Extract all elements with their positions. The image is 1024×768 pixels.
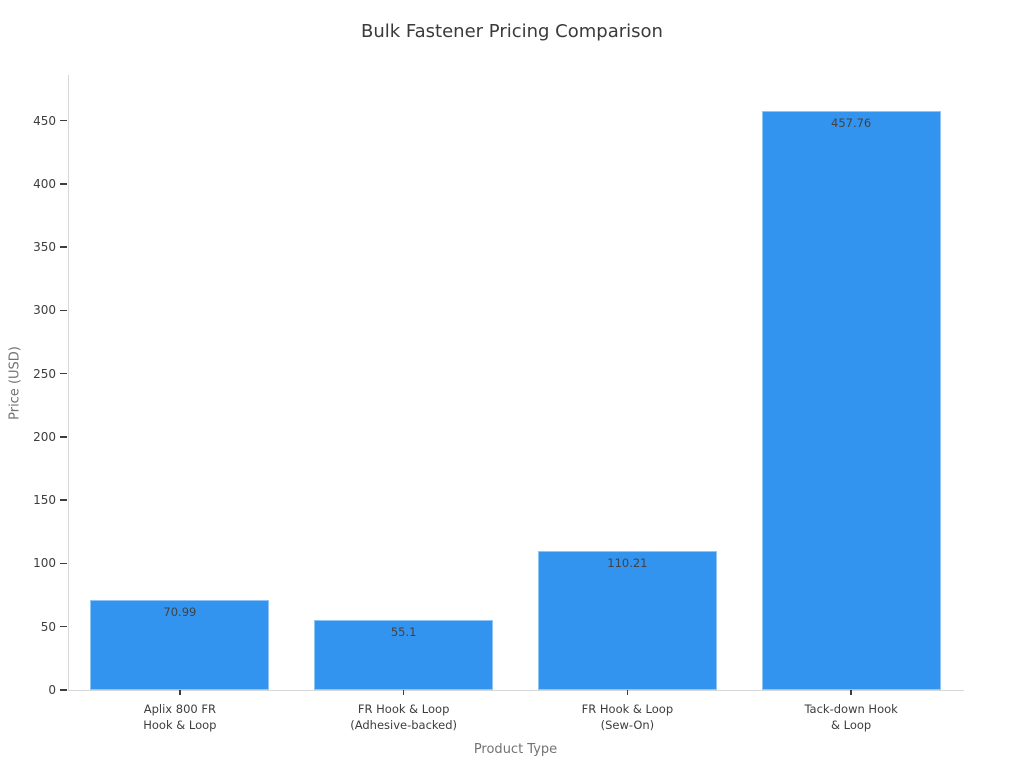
y-tick-mark (60, 183, 67, 185)
x-tick-label-line: Aplix 800 FR (143, 702, 216, 716)
y-tick-label: 300 (33, 303, 56, 318)
y-axis-line (68, 75, 69, 690)
y-tick-label: 400 (33, 176, 56, 191)
y-tick-mark (60, 372, 67, 375)
y-tick-mark (60, 436, 67, 438)
bar-value-label: 70.99 (163, 605, 197, 620)
x-tick-label-line: (Sew-On) (600, 718, 655, 732)
x-tick-label: Aplix 800 FR Hook & Loop (68, 701, 292, 733)
y-tick-mark (60, 119, 67, 122)
x-tick-label-line: & Loop (831, 718, 872, 732)
y-tick-label: 0 (48, 683, 56, 697)
y-tick-mark (60, 309, 67, 312)
y-tick-label: 50 (40, 619, 56, 634)
y-tick-mark (60, 499, 67, 501)
bar-value-label: 110.21 (607, 555, 648, 570)
x-tick-mark (626, 690, 629, 695)
y-tick-mark (60, 246, 67, 248)
x-tick-label: FR Hook & Loop (Sew-On) (516, 701, 740, 733)
y-tick-mark (60, 689, 67, 691)
y-tick-label: 450 (33, 113, 56, 128)
x-tick-label-line: Tack-down Hook (804, 702, 898, 716)
x-tick-label: Tack-down Hook & Loop (739, 701, 963, 733)
bar: 457.76 (761, 110, 941, 690)
chart-title: Bulk Fastener Pricing Comparison (361, 21, 663, 42)
y-axis-title: Price (USD) (7, 346, 23, 420)
y-tick-label: 200 (33, 429, 56, 444)
x-axis-title: Product Type (473, 742, 558, 757)
y-tick-label: 250 (33, 366, 56, 381)
x-tick-mark (850, 690, 852, 695)
x-tick-mark (179, 690, 181, 695)
y-tick-label: 350 (33, 240, 56, 255)
x-tick-mark (402, 690, 405, 695)
y-tick-label: 150 (33, 493, 56, 508)
y-tick-mark (60, 562, 67, 565)
x-tick-label-line: FR Hook & Loop (581, 702, 674, 716)
bar: 70.99 (90, 600, 270, 690)
y-tick-mark (60, 625, 67, 628)
bar: 55.1 (314, 620, 494, 690)
x-axis-line (68, 690, 964, 691)
bar-value-label: 55.1 (390, 625, 417, 640)
x-tick-label-line: Hook & Loop (143, 718, 217, 732)
bar-value-label: 457.76 (831, 115, 872, 130)
x-tick-label: FR Hook & Loop (Adhesive-backed) (292, 701, 516, 733)
x-tick-label-line: (Adhesive-backed) (350, 718, 458, 732)
bar: 110.21 (537, 550, 717, 690)
y-tick-label: 100 (33, 556, 56, 571)
x-tick-label-line: FR Hook & Loop (357, 702, 450, 716)
